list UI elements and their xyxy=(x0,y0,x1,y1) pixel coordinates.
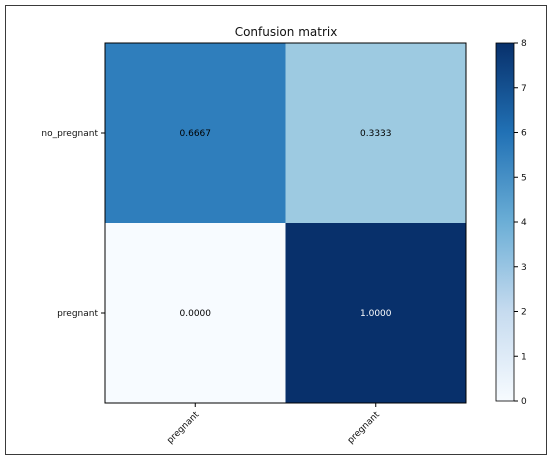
cell-value-label: 0.3333 xyxy=(360,129,392,139)
chart-title: Confusion matrix xyxy=(235,25,338,39)
y-tick-label: pregnant xyxy=(57,309,98,319)
heatmap-cells: 0.6667 0.3333 0.0000 1.0000 xyxy=(105,43,466,403)
heatmap-cell xyxy=(105,223,286,403)
heatmap-cell xyxy=(285,43,466,223)
cell-value-label: 1.0000 xyxy=(360,309,392,319)
cell-value-label: 0.6667 xyxy=(180,129,212,139)
x-tick-label: pregnant xyxy=(346,410,382,446)
y-tick-label: no_pregnant xyxy=(41,129,98,139)
colorbar-tick-label: 0 xyxy=(521,397,527,407)
colorbar-tick-label: 8 xyxy=(521,39,527,49)
colorbar-tick-label: 1 xyxy=(521,352,527,362)
x-axis-ticks: pregnant pregnant xyxy=(165,403,382,446)
plot-border xyxy=(104,42,467,404)
heatmap-cell xyxy=(285,223,466,403)
colorbar-tick-label: 6 xyxy=(521,129,527,139)
colorbar-tick-label: 3 xyxy=(521,263,527,273)
colorbar xyxy=(495,42,515,402)
y-axis-ticks: no_pregnant pregnant xyxy=(41,129,105,319)
x-tick-label: pregnant xyxy=(165,410,201,446)
colorbar-tick-label: 4 xyxy=(521,218,527,228)
cell-value-label: 0.0000 xyxy=(180,309,212,319)
colorbar-tick-label: 2 xyxy=(521,308,527,318)
colorbar-tick-label: 7 xyxy=(521,84,527,94)
colorbar-ticks: 0 1 2 3 4 5 6 7 8 xyxy=(514,39,527,407)
heatmap-cell xyxy=(105,43,286,223)
colorbar-tick-label: 5 xyxy=(521,173,527,183)
